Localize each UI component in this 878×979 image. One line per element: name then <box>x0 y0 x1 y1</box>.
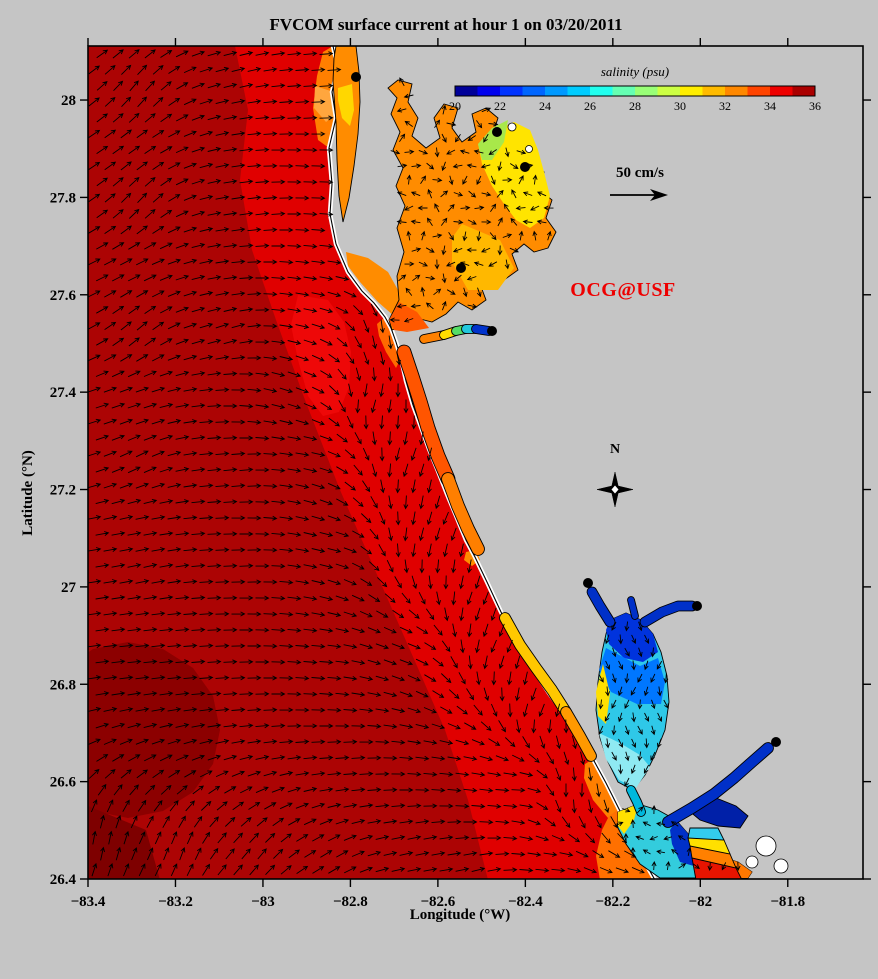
san-carlos-red <box>691 857 743 879</box>
tick-label: 24 <box>539 99 551 113</box>
station-dot <box>583 578 593 588</box>
tick-label: −81.8 <box>770 894 805 910</box>
reference-vector-label: 50 cm/s <box>616 165 664 181</box>
white-patch <box>773 858 789 874</box>
harbor-pass <box>627 786 645 816</box>
lemon-bay <box>500 613 571 717</box>
caloosahatchee-river <box>663 743 773 827</box>
peace-river <box>640 601 697 627</box>
station-dot <box>692 601 702 611</box>
tick-label: 26.6 <box>50 775 77 791</box>
tick-label: 27 <box>61 580 77 596</box>
station-dot <box>771 737 781 747</box>
tick-label: 27.2 <box>50 483 76 499</box>
plot-frame <box>87 45 864 880</box>
colorbar-label: salinity (psu) <box>600 64 670 79</box>
x-axis-title: Longitude (°W) <box>409 907 511 923</box>
bay-mouth-north-orange <box>346 252 402 316</box>
tick-label: 22 <box>494 99 506 113</box>
tick-label: 36 <box>809 99 821 113</box>
station-dot <box>456 263 466 273</box>
manatee-river-blue <box>472 325 493 335</box>
compass-north-label: N <box>609 442 621 457</box>
tick-label: −83 <box>251 894 275 910</box>
tick-label: 26.8 <box>50 677 76 693</box>
credit-text: OCG@USF <box>570 279 676 301</box>
dark-corner-patch <box>88 806 160 879</box>
tick-label: −83.2 <box>158 894 193 910</box>
tick-label: 28 <box>629 99 641 113</box>
white-patch <box>745 855 759 869</box>
myakka-river <box>587 587 615 627</box>
white-patch <box>507 122 517 132</box>
tick-label: 27.6 <box>50 288 77 304</box>
reference-vector-arrow <box>610 189 668 201</box>
tick-label: −82.2 <box>595 894 630 910</box>
current-vectors <box>88 49 741 877</box>
station-dot <box>492 127 502 137</box>
station-dot <box>351 72 361 82</box>
tick-label: −82.6 <box>420 894 455 910</box>
sarasota-bay <box>397 345 455 486</box>
y-axis-title: Latitude (°N) <box>20 450 36 536</box>
tick-label: −82.4 <box>508 894 543 910</box>
north-tendril <box>628 597 638 619</box>
tick-label: 32 <box>719 99 731 113</box>
plot-title: FVCOM surface current at hour 1 on 03/20… <box>269 15 623 34</box>
lemon-bay-south <box>561 707 596 761</box>
white-patch <box>755 835 777 857</box>
compass-rose <box>596 471 634 508</box>
tick-label: −83.4 <box>71 894 106 910</box>
tick-label: −82 <box>689 894 713 910</box>
sarasota-south <box>442 473 484 555</box>
tick-label: 20 <box>449 99 461 113</box>
tick-label: −82.8 <box>333 894 368 910</box>
station-dot <box>487 326 497 336</box>
tick-label: 27.8 <box>50 190 76 206</box>
tick-label: 34 <box>764 99 776 113</box>
map-layers <box>88 46 863 879</box>
tick-label: 28 <box>61 93 76 109</box>
charlotte-mouth-orange <box>584 759 619 818</box>
tick-label: 27.4 <box>50 385 77 401</box>
dark-maroon-blob <box>88 642 220 818</box>
colorbar <box>454 85 816 97</box>
bay-mouth-south-orange <box>377 317 401 368</box>
tick-label: 26.4 <box>50 872 77 888</box>
tick-label: 30 <box>674 99 686 113</box>
white-patch <box>525 145 533 153</box>
tick-label: 26 <box>584 99 596 113</box>
